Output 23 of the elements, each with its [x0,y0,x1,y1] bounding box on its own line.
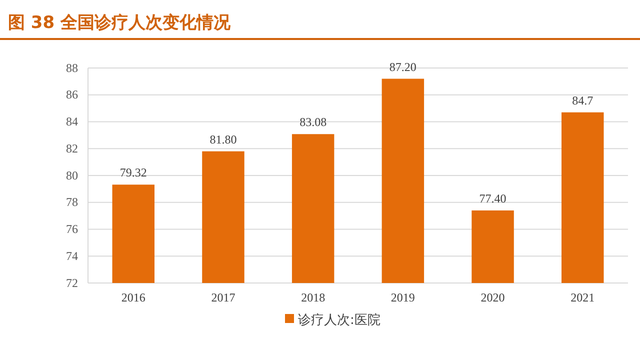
text: 81.80 [210,132,237,146]
y-tick-label: 82 [66,141,78,156]
y-tick-label: 72 [66,276,78,290]
text: 83.08 [300,115,327,130]
x-tick-label: 2018 [301,290,326,305]
y-tick-label: 78 [66,195,78,210]
text: 79.32 [120,166,147,180]
y-tick-label: 80 [66,168,78,182]
x-tick-label: 2020 [480,290,505,305]
x-tick-label: 2016 [121,290,146,305]
x-tick-label: 2019 [390,290,415,305]
chart-title: 图 38 全国诊疗人次变化情况 [8,13,232,33]
text: 77.40 [479,191,506,206]
text: 87.20 [389,60,416,74]
y-tick-label: 86 [66,88,78,102]
legend-label: 诊疗人次:医院 [298,313,380,328]
y-tick-label: 74 [66,248,78,263]
y-tick-label: 76 [66,222,78,236]
y-tick-label: 84 [66,114,78,129]
x-tick-label: 2017 [211,290,236,305]
x-tick-label: 2021 [570,290,595,305]
text: 84.7 [572,93,594,108]
y-tick-label: 88 [66,60,78,75]
